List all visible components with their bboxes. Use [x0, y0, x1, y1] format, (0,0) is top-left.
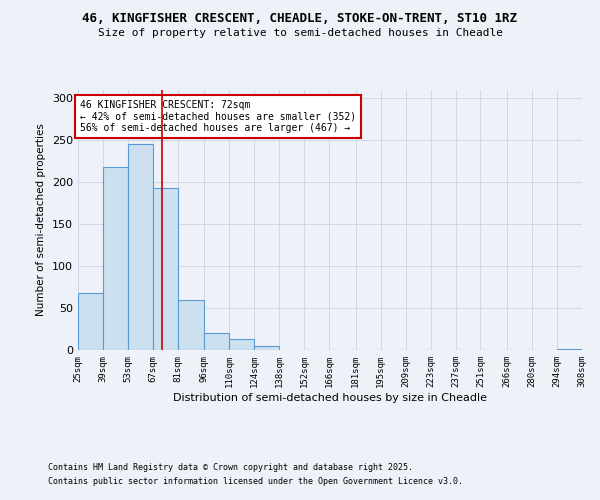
Text: Contains HM Land Registry data © Crown copyright and database right 2025.: Contains HM Land Registry data © Crown c…: [48, 464, 413, 472]
Bar: [128, 144, 153, 350]
Text: Size of property relative to semi-detached houses in Cheadle: Size of property relative to semi-detach…: [97, 28, 503, 38]
Bar: [229, 339, 254, 350]
Text: 46 KINGFISHER CRESCENT: 72sqm
← 42% of semi-detached houses are smaller (352)
56: 46 KINGFISHER CRESCENT: 72sqm ← 42% of s…: [80, 100, 356, 134]
Bar: [557, 349, 582, 350]
Text: 46, KINGFISHER CRESCENT, CHEADLE, STOKE-ON-TRENT, ST10 1RZ: 46, KINGFISHER CRESCENT, CHEADLE, STOKE-…: [83, 12, 517, 26]
Y-axis label: Number of semi-detached properties: Number of semi-detached properties: [37, 124, 46, 316]
Bar: [254, 346, 279, 350]
X-axis label: Distribution of semi-detached houses by size in Cheadle: Distribution of semi-detached houses by …: [173, 392, 487, 402]
Bar: [178, 300, 205, 350]
Bar: [153, 188, 178, 350]
Bar: [205, 333, 229, 350]
Bar: [103, 167, 128, 350]
Text: Contains public sector information licensed under the Open Government Licence v3: Contains public sector information licen…: [48, 477, 463, 486]
Bar: [78, 293, 103, 350]
